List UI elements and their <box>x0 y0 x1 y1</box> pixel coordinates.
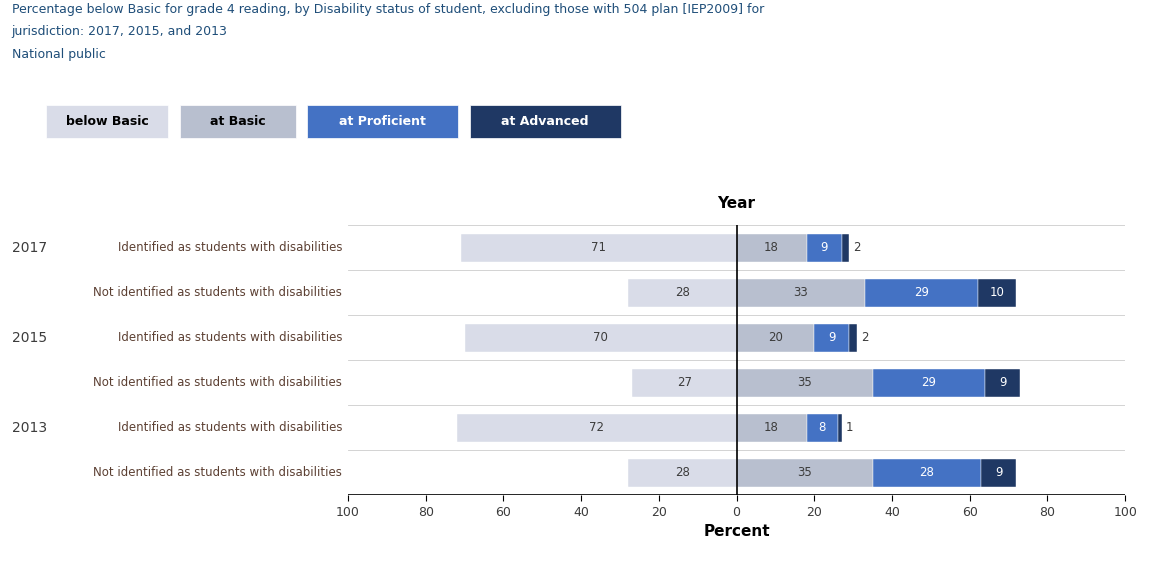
Bar <box>737 414 806 442</box>
Bar <box>872 369 985 397</box>
X-axis label: Percent: Percent <box>703 524 770 539</box>
Text: below Basic: below Basic <box>66 115 148 128</box>
Text: Identified as students with disabilities: Identified as students with disabilities <box>117 331 342 345</box>
Text: 9: 9 <box>828 331 835 345</box>
Text: 9: 9 <box>995 466 1002 480</box>
Bar <box>849 324 857 352</box>
Text: Identified as students with disabilities: Identified as students with disabilities <box>117 241 342 254</box>
Bar <box>865 279 978 307</box>
Text: 29: 29 <box>921 376 936 390</box>
Bar <box>838 414 841 442</box>
Bar <box>841 234 849 262</box>
Bar <box>814 324 849 352</box>
Text: Year: Year <box>718 196 755 211</box>
Bar <box>457 414 737 442</box>
Text: 35: 35 <box>797 376 812 390</box>
Text: 2: 2 <box>861 331 869 345</box>
Text: 1: 1 <box>846 421 853 435</box>
Bar <box>628 279 737 307</box>
Text: 71: 71 <box>592 241 607 254</box>
Text: 9: 9 <box>999 376 1007 390</box>
Bar <box>737 369 872 397</box>
Text: Percentage below Basic for grade 4 reading, by Disability status of student, exc: Percentage below Basic for grade 4 readi… <box>12 3 763 16</box>
Bar <box>737 459 872 487</box>
Text: 28: 28 <box>675 286 690 300</box>
Text: 33: 33 <box>793 286 809 300</box>
Text: National public: National public <box>12 48 106 61</box>
Text: 20: 20 <box>768 331 783 345</box>
Text: jurisdiction: 2017, 2015, and 2013: jurisdiction: 2017, 2015, and 2013 <box>12 25 227 38</box>
Text: 10: 10 <box>989 286 1005 300</box>
Bar <box>985 369 1021 397</box>
Text: 2017: 2017 <box>12 241 46 254</box>
Text: Not identified as students with disabilities: Not identified as students with disabili… <box>93 466 342 480</box>
Text: 9: 9 <box>820 241 828 254</box>
Bar <box>628 459 737 487</box>
Text: Not identified as students with disabilities: Not identified as students with disabili… <box>93 286 342 300</box>
Text: 18: 18 <box>764 421 780 435</box>
Text: 28: 28 <box>675 466 690 480</box>
Text: Identified as students with disabilities: Identified as students with disabilities <box>117 421 342 435</box>
Bar <box>737 234 806 262</box>
Bar <box>461 234 737 262</box>
Bar <box>632 369 737 397</box>
Text: 27: 27 <box>676 376 691 390</box>
Text: 70: 70 <box>593 331 608 345</box>
Text: 2015: 2015 <box>12 331 46 345</box>
Bar <box>981 459 1016 487</box>
Text: 2013: 2013 <box>12 421 46 435</box>
Text: 29: 29 <box>914 286 929 300</box>
Bar <box>872 459 981 487</box>
Bar <box>978 279 1016 307</box>
Text: 28: 28 <box>920 466 935 480</box>
Text: 35: 35 <box>797 466 812 480</box>
Text: 18: 18 <box>764 241 780 254</box>
Text: 2: 2 <box>854 241 861 254</box>
Bar <box>464 324 737 352</box>
Text: at Advanced: at Advanced <box>501 115 589 128</box>
Bar <box>806 414 838 442</box>
Text: Not identified as students with disabilities: Not identified as students with disabili… <box>93 376 342 390</box>
Text: at Basic: at Basic <box>210 115 266 128</box>
Bar <box>737 279 865 307</box>
Text: 8: 8 <box>819 421 826 435</box>
Text: at Proficient: at Proficient <box>340 115 426 128</box>
Bar <box>737 324 814 352</box>
Text: 72: 72 <box>589 421 604 435</box>
Bar <box>806 234 841 262</box>
